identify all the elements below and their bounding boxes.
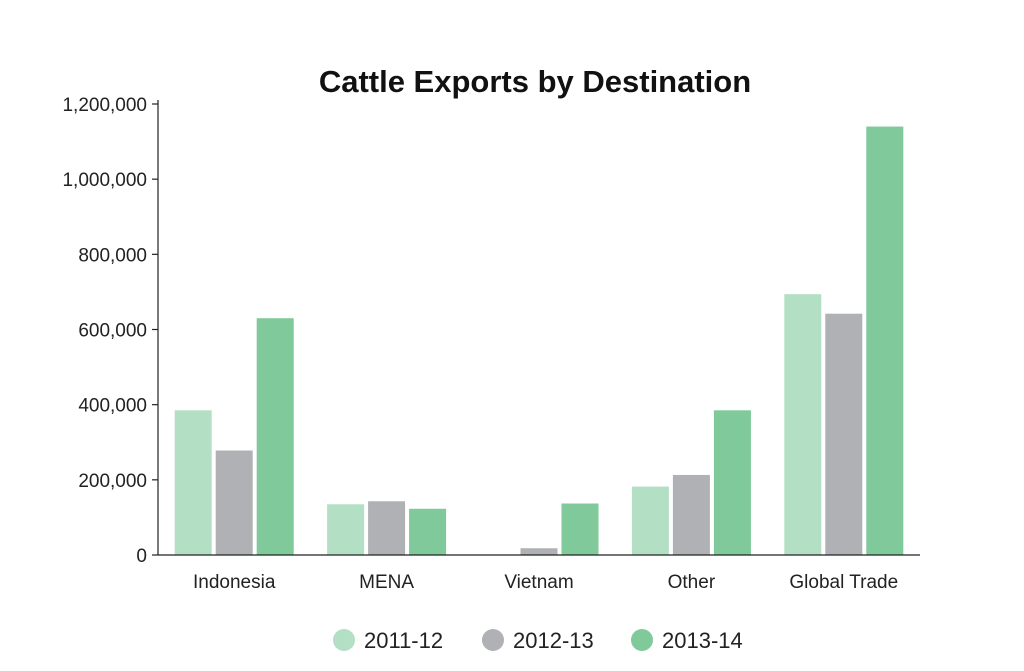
bar (215, 450, 253, 555)
bar (561, 503, 599, 555)
legend-marker (333, 629, 355, 651)
x-category-label: Vietnam (504, 572, 573, 593)
y-tick-label: 600,000 (78, 321, 147, 342)
legend-marker (482, 629, 504, 651)
bar (713, 410, 751, 555)
bar (409, 508, 447, 555)
legend-marker (631, 629, 653, 651)
bar (672, 474, 710, 555)
x-category-label: Other (668, 572, 716, 593)
bars (174, 126, 904, 556)
x-category-label: MENA (359, 572, 414, 593)
legend-label: 2013-14 (662, 628, 743, 653)
bar (174, 410, 212, 555)
y-tick-label: 800,000 (78, 245, 147, 266)
y-tick-label: 400,000 (78, 396, 147, 417)
bar (631, 486, 669, 555)
y-tick-label: 1,200,000 (62, 95, 147, 116)
legend-label: 2011-12 (364, 628, 443, 653)
legend: 2011-12 2012-13 2013-14 (333, 628, 743, 653)
x-axis: Indonesia MENA Vietnam Other Global Trade (158, 554, 920, 593)
x-category-label: Indonesia (193, 572, 276, 593)
chart-title: Cattle Exports by Destination (319, 64, 751, 99)
bar (784, 294, 822, 555)
y-tick-label: 0 (136, 546, 147, 567)
legend-label: 2012-13 (513, 628, 594, 653)
bar (866, 126, 904, 556)
y-tick-label: 1,000,000 (62, 170, 147, 191)
bar (825, 313, 863, 555)
bar (256, 318, 294, 555)
x-category-label: Global Trade (789, 572, 898, 593)
bar (368, 501, 406, 555)
bar (327, 504, 365, 555)
y-axis: 0 200,000 400,000 600,000 800,000 1,000,000 1,… (62, 95, 159, 567)
bar (520, 548, 558, 555)
y-tick-label: 200,000 (78, 471, 147, 492)
